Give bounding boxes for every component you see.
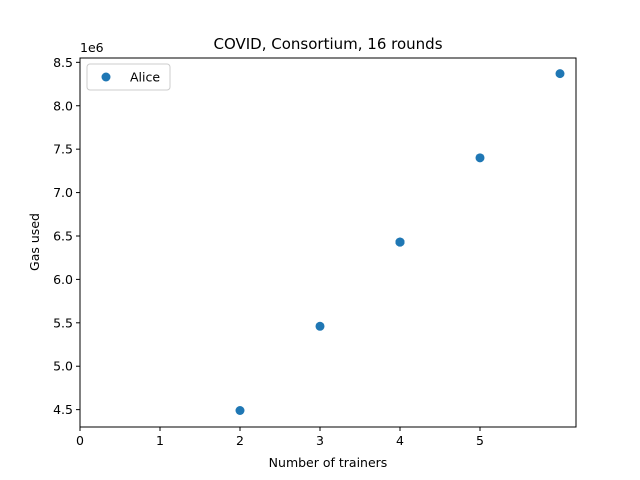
- x-axis-ticks: 0 1 2 3 4 5: [76, 427, 484, 448]
- y-tick-label: 6.5: [53, 228, 73, 243]
- x-tick-label: 4: [396, 433, 404, 448]
- y-axis-label: Gas used: [27, 213, 42, 271]
- plot-marks: [235, 69, 565, 416]
- legend-marker: [101, 72, 111, 82]
- legend: Alice: [86, 63, 171, 91]
- data-point: [315, 321, 325, 331]
- x-axis-label: Number of trainers: [269, 455, 388, 470]
- y-tick-label: 7.5: [53, 142, 73, 157]
- legend-label: Alice: [130, 70, 160, 85]
- y-axis-ticks: 4.5 5.0 5.5 6.0 6.5 7.0 7.5 8.0 8.5: [53, 55, 80, 417]
- y-offset-label: 1e6: [80, 40, 104, 55]
- y-tick-label: 6.0: [53, 272, 73, 287]
- y-tick-label: 5.5: [53, 315, 73, 330]
- data-point: [475, 153, 485, 163]
- y-tick-label: 4.5: [53, 402, 73, 417]
- x-tick-label: 1: [156, 433, 164, 448]
- plot-frame: [79, 57, 577, 428]
- x-tick-label: 2: [236, 433, 244, 448]
- legend-box: [86, 63, 171, 91]
- y-tick-label: 8.5: [53, 55, 73, 70]
- y-tick-label: 8.0: [53, 98, 73, 113]
- y-tick-label: 5.0: [53, 359, 73, 374]
- x-tick-label: 5: [476, 433, 484, 448]
- x-tick-label: 0: [76, 433, 84, 448]
- data-point: [555, 69, 565, 79]
- chart-title: COVID, Consortium, 16 rounds: [213, 35, 442, 53]
- x-tick-label: 3: [316, 433, 324, 448]
- data-point: [235, 406, 245, 416]
- data-point: [395, 237, 405, 247]
- y-tick-label: 7.0: [53, 185, 73, 200]
